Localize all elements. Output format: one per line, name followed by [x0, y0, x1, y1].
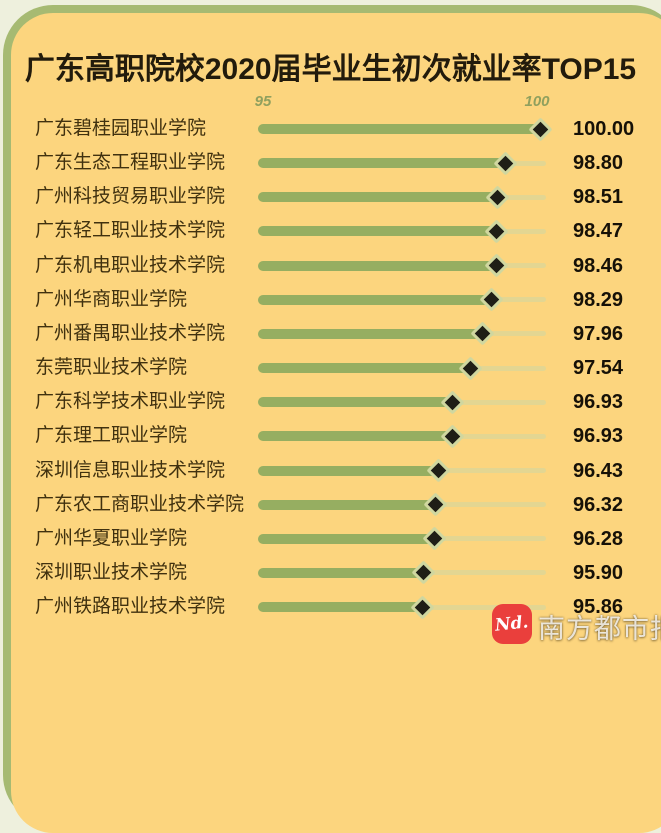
rate-value: 97.96 [573, 322, 624, 345]
rate-value: 98.51 [573, 186, 624, 209]
college-name: 深圳信息职业技术学院 [35, 459, 226, 481]
college-name: 广东轻工职业技术学院 [35, 220, 226, 242]
publisher-watermark: 南方都市报 [538, 614, 661, 644]
employment-rate-bar [258, 192, 498, 203]
employment-rate-bar [258, 260, 497, 271]
diamond-marker-icon [440, 390, 465, 415]
rate-value: 100.00 [573, 118, 635, 140]
employment-rate-bar [258, 294, 492, 305]
rate-value: 98.47 [573, 220, 624, 243]
college-name: 广东生态工程职业学院 [35, 152, 226, 174]
diamond-marker-icon [493, 151, 518, 176]
rate-value: 98.29 [573, 288, 624, 311]
diamond-marker-icon [440, 424, 465, 449]
diamond-marker-icon [485, 185, 510, 210]
rate-value: 96.28 [573, 527, 624, 550]
college-name: 广东科学技术职业学院 [35, 391, 226, 413]
employment-rate-bar [258, 533, 435, 544]
diamond-marker-icon [527, 116, 553, 142]
employment-rate-bar [258, 124, 540, 134]
diamond-marker-icon [470, 321, 495, 346]
college-name: 广东碧桂园职业学院 [35, 118, 207, 139]
rate-value: 98.80 [573, 152, 624, 175]
college-name: 深圳职业技术学院 [35, 561, 188, 583]
diamond-marker-icon [411, 560, 436, 585]
rate-value: 95.86 [573, 596, 624, 619]
rate-value: 96.93 [573, 425, 624, 448]
employment-rate-bar [258, 328, 483, 339]
employment-rate-bar [258, 602, 423, 613]
diamond-marker-icon [426, 458, 451, 483]
axis-tick-100: 100 [524, 93, 550, 110]
college-name: 广州科技贸易职业学院 [35, 186, 226, 208]
college-name: 广东机电职业技术学院 [35, 254, 226, 276]
employment-rate-bar [258, 397, 453, 408]
college-name: 广州华夏职业学院 [35, 527, 188, 549]
publisher-logo-mark: Nd. [494, 612, 530, 636]
diamond-marker-icon [422, 526, 447, 551]
college-name: 广州华商职业学院 [35, 288, 188, 310]
college-name: 东莞职业技术学院 [35, 357, 188, 379]
rate-value: 96.43 [573, 459, 624, 482]
college-name: 广东理工职业学院 [35, 425, 188, 447]
diamond-marker-icon [458, 356, 483, 381]
diamond-marker-icon [484, 253, 509, 278]
diamond-marker-icon [479, 287, 504, 312]
employment-rate-bar [258, 567, 424, 578]
college-name: 广州铁路职业技术学院 [35, 596, 226, 618]
rate-value: 96.93 [573, 391, 624, 414]
rate-value: 98.46 [573, 254, 624, 277]
chart-layer: 广东高职院校2020届毕业生初次就业率TOP15 95 100 广东碧桂园职业学… [24, 53, 661, 644]
employment-rate-bar [258, 465, 439, 476]
employment-rate-bar [258, 363, 471, 374]
employment-rate-bar [258, 158, 506, 169]
employment-rate-bar [258, 226, 497, 237]
employment-rate-bar [258, 499, 436, 510]
diamond-marker-icon [484, 219, 509, 244]
page-title: 广东高职院校2020届毕业生初次就业率TOP15 [24, 53, 637, 86]
rate-value: 97.54 [573, 357, 624, 380]
axis-tick-95: 95 [254, 93, 272, 110]
publisher-logo: Nd. [492, 604, 532, 644]
rate-value: 96.32 [573, 493, 624, 516]
rate-value: 95.90 [573, 561, 624, 584]
college-name: 广东农工商职业技术学院 [35, 493, 245, 515]
employment-rate-bar [258, 431, 453, 442]
college-name: 广州番禺职业技术学院 [35, 322, 226, 344]
diamond-marker-icon [410, 595, 435, 620]
diamond-marker-icon [423, 492, 448, 517]
